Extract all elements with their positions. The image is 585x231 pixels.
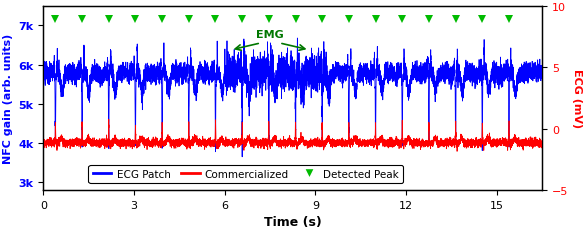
Y-axis label: NFC gain (arb. units): NFC gain (arb. units) bbox=[3, 33, 13, 163]
Y-axis label: ECG (mV): ECG (mV) bbox=[572, 69, 582, 128]
Legend: ECG Patch, Commercialized, Detected Peak: ECG Patch, Commercialized, Detected Peak bbox=[88, 165, 403, 183]
X-axis label: Time (s): Time (s) bbox=[264, 215, 322, 228]
Text: EMG: EMG bbox=[256, 30, 284, 40]
